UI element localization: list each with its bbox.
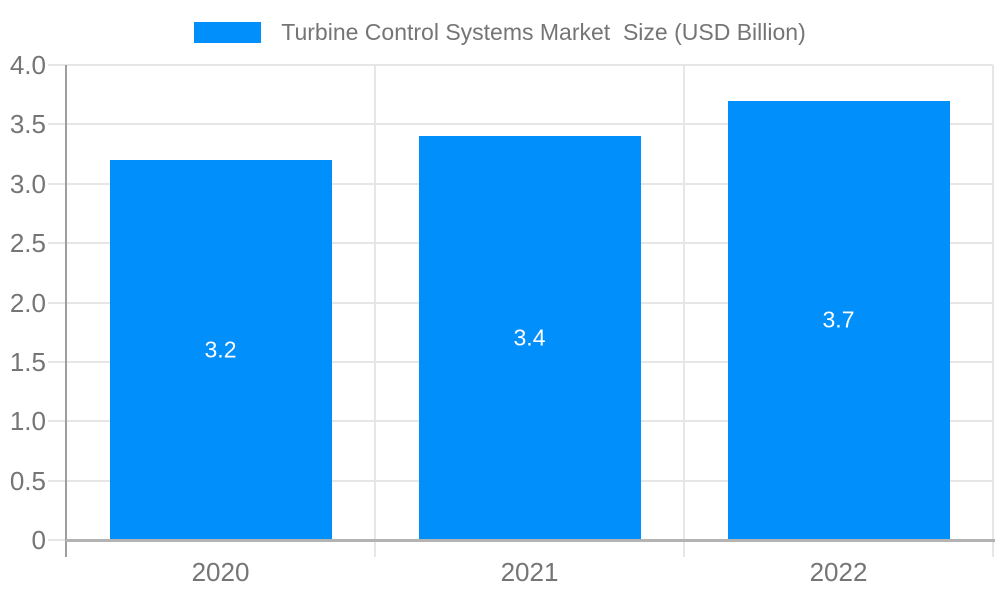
y-axis-line xyxy=(65,65,67,557)
y-axis-label: 1.0 xyxy=(9,406,46,437)
y-axis-label: 3.5 xyxy=(9,109,46,140)
y-axis-label: 2.0 xyxy=(9,287,46,318)
chart-legend[interactable]: Turbine Control Systems Market Size (USD… xyxy=(0,16,1000,48)
gridline xyxy=(48,64,993,66)
bar-2021[interactable] xyxy=(418,136,641,540)
x-axis-label: 2022 xyxy=(809,557,868,587)
y-axis-label: 0.5 xyxy=(9,465,46,496)
legend-swatch xyxy=(194,21,262,43)
x-axis-label: 2021 xyxy=(500,557,559,587)
gridline-vertical xyxy=(992,65,994,557)
x-axis-line xyxy=(66,539,995,542)
bar-2020[interactable] xyxy=(109,160,332,540)
bar-value-label: 3.2 xyxy=(204,336,237,363)
y-axis-label: 4.0 xyxy=(9,50,46,80)
gridline-vertical xyxy=(683,65,685,557)
bar-2022[interactable] xyxy=(727,100,950,540)
gridline-vertical xyxy=(374,65,376,557)
gridline xyxy=(48,123,993,126)
y-axis-label: 3.0 xyxy=(9,168,46,199)
x-axis-label: 2020 xyxy=(191,557,250,587)
bar-value-label: 3.4 xyxy=(513,324,546,351)
y-axis-label: 0 xyxy=(31,525,46,555)
y-axis-label: 2.5 xyxy=(9,228,46,259)
bar-value-label: 3.7 xyxy=(822,306,855,333)
y-axis-label: 1.5 xyxy=(9,346,46,377)
legend-label: Turbine Control Systems Market Size (USD… xyxy=(281,18,806,45)
